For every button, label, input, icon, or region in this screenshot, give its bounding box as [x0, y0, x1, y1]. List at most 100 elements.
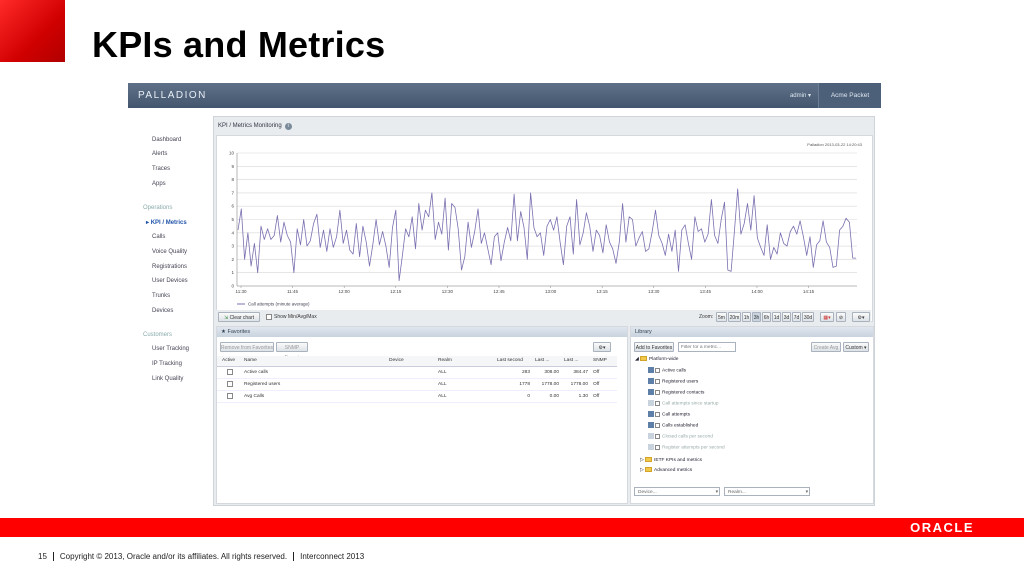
- active-checkbox[interactable]: [227, 381, 233, 387]
- user-menu[interactable]: admin ▾: [789, 93, 811, 99]
- metric-icon: [648, 389, 654, 395]
- zoom-3d-button[interactable]: 3d: [782, 312, 791, 322]
- metric-checkbox[interactable]: [655, 367, 660, 373]
- realm-select-value: Realm...: [728, 490, 746, 495]
- metric-checkbox[interactable]: [655, 411, 660, 417]
- metric-item[interactable]: Active calls: [648, 367, 686, 373]
- zoom-1d-button[interactable]: 1d: [772, 312, 781, 322]
- metric-checkbox[interactable]: [655, 433, 660, 439]
- metric-label: Registered contacts: [662, 390, 705, 396]
- col-last-a[interactable]: Last ...: [535, 358, 550, 363]
- sidebar-item-calls[interactable]: Calls: [152, 234, 166, 240]
- metric-item[interactable]: Call attempts: [648, 411, 690, 417]
- zoom-20m-button[interactable]: 20m: [728, 312, 741, 322]
- metric-label: Closed calls per second: [662, 434, 713, 440]
- device-select-value: Device...: [638, 490, 657, 495]
- metric-item[interactable]: Calls established: [648, 422, 698, 428]
- expand-arrow-icon[interactable]: ▷: [640, 457, 644, 463]
- add-to-favorites-button[interactable]: Add to Favorites: [634, 342, 674, 352]
- col-last-second[interactable]: Last second: [497, 358, 523, 363]
- favorites-settings-icon[interactable]: ⚙▾: [593, 342, 611, 352]
- cell-name: Avg Calls: [244, 394, 265, 399]
- oracle-logo: ORACLE: [910, 520, 974, 535]
- metric-filter-input[interactable]: [678, 342, 736, 352]
- metric-checkbox[interactable]: [655, 389, 660, 395]
- zoom-6h-button[interactable]: 6h: [762, 312, 771, 322]
- metric-label: Active calls: [662, 368, 686, 374]
- metric-item[interactable]: Registered users: [648, 378, 698, 384]
- sidebar-item-devices[interactable]: Devices: [152, 308, 174, 314]
- calendar-icon[interactable]: ▦▾: [820, 312, 834, 322]
- realm-select[interactable]: Realm... ▾: [724, 487, 810, 496]
- create-avg-button[interactable]: Create Avg: [811, 342, 841, 352]
- metric-checkbox[interactable]: [655, 400, 660, 406]
- metric-item[interactable]: Register attempts per second: [648, 444, 725, 450]
- tree-root-platform-wide[interactable]: ◢ Platform-wide: [635, 356, 678, 362]
- sidebar-item-dashboard[interactable]: Dashboard: [152, 137, 182, 143]
- tree-folder-advanced[interactable]: ▷ Advanced metrics: [640, 467, 692, 473]
- event-name: Interconnect 2013: [300, 552, 365, 561]
- expand-arrow-icon[interactable]: ▷: [640, 467, 644, 473]
- panel-title-text: KPI / Metrics Monitoring: [218, 123, 282, 129]
- cell-realm: ALL: [438, 370, 447, 375]
- metric-icon: [648, 367, 654, 373]
- folder-icon: [645, 467, 653, 472]
- metric-checkbox[interactable]: [655, 378, 660, 384]
- sidebar-item-ip-tracking[interactable]: IP Tracking: [152, 361, 182, 367]
- sidebar-item-registrations[interactable]: Registrations: [152, 264, 188, 270]
- info-icon[interactable]: i: [284, 123, 292, 130]
- table-row[interactable]: Registered users ALL 1778 1778.00 1778.0…: [217, 379, 617, 391]
- zoom-7d-button[interactable]: 7d: [792, 312, 801, 322]
- snmp-export-button[interactable]: SNMP Export: [276, 342, 308, 361]
- zoom-1h-button[interactable]: 1h: [742, 312, 751, 322]
- y-tick-label: 4: [231, 230, 234, 235]
- sidebar-header-operations: Operations: [143, 205, 173, 211]
- acme-packet-tab[interactable]: Acme Packet: [818, 83, 881, 108]
- table-row[interactable]: Active calls ALL 283 308.00 384.47 Off: [217, 367, 617, 379]
- top-bar: PALLADION admin ▾ Acme Packet: [128, 83, 881, 108]
- tree-folder-ietf[interactable]: ▷ IETF KPIs and metrics: [640, 457, 702, 463]
- show-minavgmax-checkbox[interactable]: [266, 314, 272, 320]
- col-name[interactable]: Name: [244, 358, 257, 363]
- sidebar-item-link-quality[interactable]: Link Quality: [152, 376, 184, 382]
- active-checkbox[interactable]: [227, 393, 233, 399]
- col-snmp[interactable]: SNMP: [593, 358, 607, 363]
- sidebar-item-user-tracking[interactable]: User Tracking: [152, 346, 190, 352]
- favorites-panel: ★ Favorites Remove from Favorites SNMP E…: [216, 326, 628, 504]
- sidebar-item-kpi-metrics[interactable]: ▸ KPI / Metrics: [146, 220, 187, 226]
- stop-icon[interactable]: ⊘: [836, 312, 846, 322]
- sidebar-item-traces[interactable]: Traces: [152, 166, 171, 172]
- x-tick-label: 12:15: [390, 289, 402, 294]
- y-tick-label: 9: [231, 164, 234, 169]
- device-select[interactable]: Device... ▾: [634, 487, 720, 496]
- col-last-b[interactable]: Last ...: [564, 358, 579, 363]
- metric-checkbox[interactable]: [655, 422, 660, 428]
- sidebar-item-trunks[interactable]: Trunks: [152, 293, 171, 299]
- sidebar-item-voice-quality[interactable]: Voice Quality: [152, 249, 188, 255]
- metric-item[interactable]: Closed calls per second: [648, 433, 713, 439]
- zoom-5m-button[interactable]: 5m: [716, 312, 727, 322]
- metric-checkbox[interactable]: [655, 444, 660, 450]
- zoom-3h-button[interactable]: 3h: [752, 312, 761, 322]
- zoom-30d-button[interactable]: 30d: [802, 312, 814, 322]
- settings-gear-icon[interactable]: ⚙▾: [852, 312, 870, 322]
- metric-item[interactable]: Registered contacts: [648, 389, 704, 395]
- custom-menu-button[interactable]: Custom ▾: [843, 342, 869, 352]
- divider: [293, 552, 295, 562]
- active-checkbox[interactable]: [227, 369, 233, 375]
- metric-item[interactable]: Call attempts since startup: [648, 400, 719, 406]
- clear-chart-button[interactable]: ⇲ Clear chart: [218, 312, 260, 322]
- table-row[interactable]: Avg Calls ALL 0 0.00 1.30 Off: [217, 391, 617, 403]
- sidebar-item-alerts[interactable]: Alerts: [152, 151, 168, 157]
- cell-last-second: 0: [527, 394, 530, 399]
- sidebar-item-user-devices[interactable]: User Devices: [152, 278, 188, 284]
- remove-from-favorites-button[interactable]: Remove from Favorites: [220, 342, 274, 352]
- col-realm[interactable]: Realm: [438, 358, 452, 363]
- library-panel: Library Add to Favorites Create Avg Cust…: [630, 326, 874, 504]
- collapse-arrow-icon[interactable]: ◢: [635, 356, 639, 362]
- col-active[interactable]: Active: [222, 358, 236, 363]
- kpi-monitoring-panel: KPI / Metrics Monitoring i Palladion 2013…: [213, 116, 875, 506]
- sidebar-item-apps[interactable]: Apps: [152, 181, 166, 187]
- x-tick-label: 12:00: [339, 289, 351, 294]
- col-device[interactable]: Device: [389, 358, 404, 363]
